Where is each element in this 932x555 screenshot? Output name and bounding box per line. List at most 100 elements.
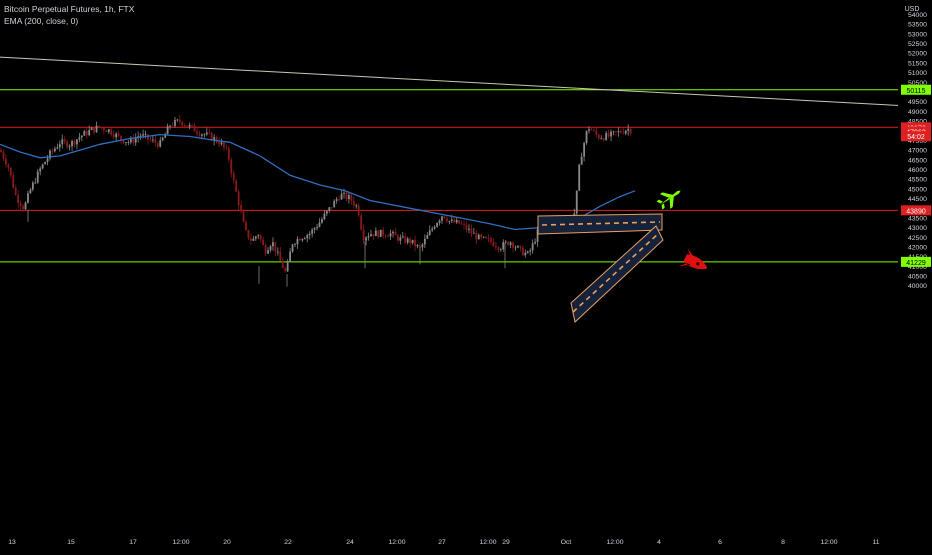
- candle-body: [80, 135, 83, 138]
- candle-body: [58, 144, 61, 148]
- rocket-icon: [679, 248, 707, 270]
- price-tick-label: 49000: [908, 109, 927, 116]
- candle-body: [509, 242, 512, 245]
- candle-body: [127, 142, 130, 143]
- candle-body: [29, 189, 32, 194]
- price-tick-label: 42000: [908, 244, 927, 251]
- airplane-icon: [656, 190, 681, 210]
- candle-body: [51, 150, 54, 152]
- candle-body: [627, 128, 630, 131]
- candle-body: [22, 206, 24, 210]
- price-tick-label: 41000: [908, 264, 927, 271]
- candle-body: [399, 237, 402, 241]
- candle-body: [524, 252, 527, 256]
- candle-body: [325, 210, 328, 214]
- candle-body: [14, 187, 17, 195]
- candle-body: [590, 129, 593, 131]
- candle-body: [193, 125, 196, 132]
- candle-body: [201, 134, 203, 136]
- candle-body: [9, 167, 12, 176]
- time-tick-label: 12:00: [388, 539, 405, 546]
- candle-body: [504, 241, 507, 243]
- runway-drawings[interactable]: [537, 213, 664, 323]
- price-tick-label: 40500: [908, 273, 927, 280]
- candle-body: [161, 137, 164, 141]
- candle-body: [340, 193, 343, 200]
- candle-body: [83, 131, 86, 136]
- candle-body: [66, 141, 69, 148]
- candle-body: [276, 251, 279, 253]
- price-tick-label: 50500: [908, 80, 927, 87]
- time-tick-label: 20: [223, 539, 231, 546]
- candle-body: [134, 137, 137, 143]
- candle-body: [36, 171, 39, 183]
- candle-body: [306, 235, 309, 239]
- candle-body: [534, 241, 536, 244]
- candle-body: [423, 238, 426, 245]
- trendline[interactable]: [0, 56, 901, 107]
- candle-body: [139, 135, 142, 137]
- candle-body: [245, 222, 247, 230]
- price-tick-label: 43000: [908, 225, 927, 232]
- candle-body: [517, 246, 519, 248]
- candle-body: [110, 129, 113, 135]
- candle-body: [68, 146, 71, 148]
- candle-body: [299, 238, 301, 241]
- candle-body: [188, 124, 191, 127]
- candle-body: [512, 242, 514, 248]
- candle-body: [463, 223, 465, 225]
- candle-body: [208, 132, 211, 134]
- candle-body: [472, 232, 475, 234]
- indicator-title[interactable]: EMA (200, close, 0): [4, 16, 79, 26]
- candle-body: [406, 238, 409, 243]
- symbol-title[interactable]: Bitcoin Perpetual Futures, 1h, FTX: [4, 4, 135, 14]
- candle-body: [578, 164, 581, 191]
- price-tick-label: 51500: [908, 60, 927, 67]
- candle-body: [374, 230, 377, 237]
- time-tick-label: 12:00: [820, 539, 837, 546]
- candle-body: [235, 180, 238, 192]
- candle-body: [379, 229, 382, 237]
- price-tick-label: 51000: [908, 70, 927, 77]
- candle-body: [54, 148, 56, 152]
- candle-body: [100, 127, 103, 129]
- runway-rising-centerline: [572, 232, 660, 313]
- candle-body: [377, 230, 380, 237]
- candle-body: [460, 223, 463, 225]
- candle-body: [254, 236, 257, 239]
- candle-body: [112, 134, 115, 138]
- downtrend-line[interactable]: [0, 56, 901, 107]
- time-axis[interactable]: 13 15 17 12:00 20 22 24 12:00 27 12:00 29 Oct 12:00 4…: [8, 539, 880, 546]
- candle-body: [78, 137, 81, 140]
- time-tick-label: 11: [872, 539, 879, 546]
- candle-body: [482, 236, 485, 238]
- candle-body: [230, 159, 233, 174]
- candle-body: [73, 140, 76, 145]
- candle-body: [2, 152, 5, 159]
- candle-body: [617, 131, 620, 133]
- candle-body: [247, 229, 250, 239]
- candle-body: [394, 231, 397, 236]
- candle-body: [475, 232, 478, 240]
- price-tag-label-level-50115: 50115: [907, 88, 926, 95]
- candle-body: [296, 238, 299, 245]
- candle-body: [215, 137, 218, 143]
- price-tick-label: 53500: [908, 22, 927, 29]
- airplane-shape: [656, 190, 681, 210]
- candle-body: [232, 173, 235, 181]
- time-tick-label: Oct: [561, 539, 572, 546]
- candle-body: [362, 229, 365, 241]
- candle-body: [286, 262, 289, 272]
- candle-body: [610, 131, 612, 137]
- candle-body: [44, 161, 46, 165]
- candle-body: [27, 193, 29, 203]
- candle-body: [624, 130, 627, 134]
- time-tick-label: 15: [67, 539, 75, 546]
- candle-body: [159, 140, 162, 147]
- candle-body: [330, 207, 333, 209]
- runway-horizontal-centerline: [541, 221, 661, 226]
